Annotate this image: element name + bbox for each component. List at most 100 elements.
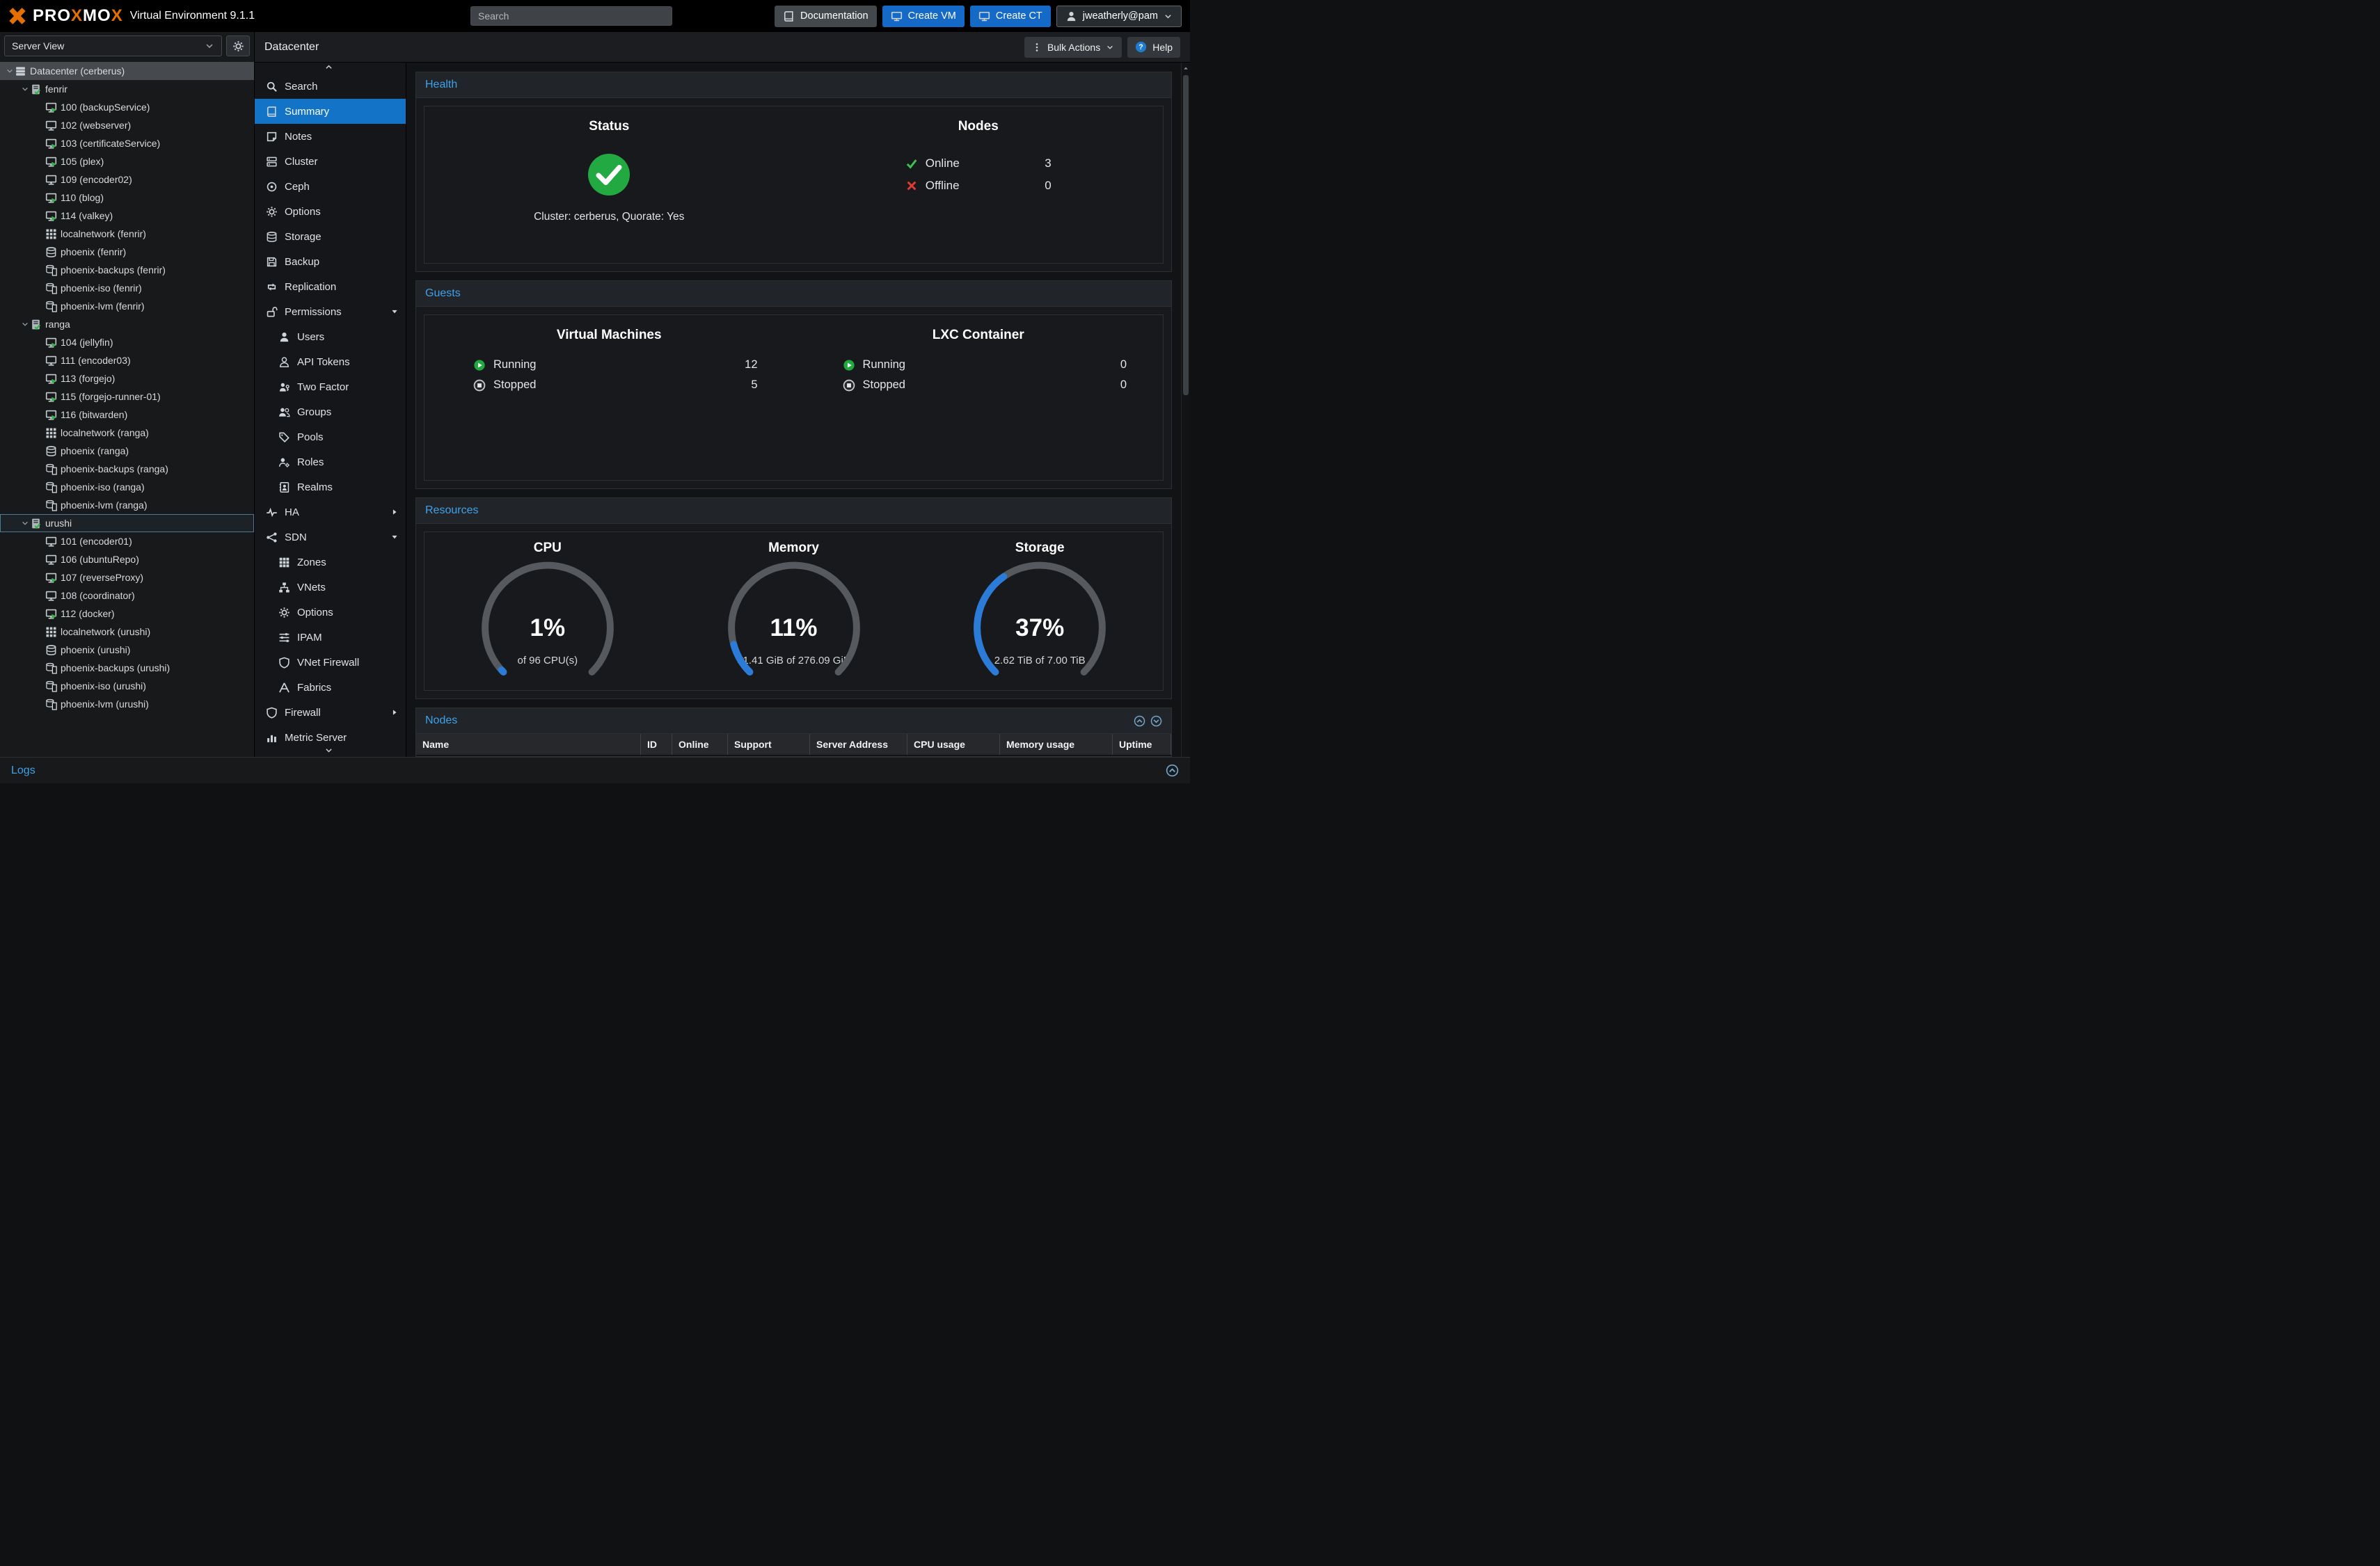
menu-item-firewall[interactable]: Firewall [255,700,406,725]
tree-item-label: phoenix-iso (urushi) [61,680,146,692]
tree-expand-caret-icon[interactable] [19,85,30,93]
view-selector-dropdown[interactable]: Server View [4,35,222,56]
tree-item-106-ubunturepo[interactable]: 106 (ubuntuRepo) [0,550,254,568]
menu-item-roles[interactable]: Roles [255,449,406,474]
menu-item-ceph[interactable]: Ceph [255,174,406,199]
circle-chevron-up-icon[interactable] [1166,764,1179,777]
menu-item-options[interactable]: Options [255,600,406,625]
create-vm-button[interactable]: Create VM [882,5,965,27]
tree-item-111-encoder03[interactable]: 111 (encoder03) [0,351,254,369]
tree-item-100-backupservice[interactable]: 100 (backupService) [0,98,254,116]
tree-item-phoenix-urushi[interactable]: phoenix (urushi) [0,641,254,659]
user-menu-button[interactable]: jweatherly@pam [1056,5,1182,27]
menu-item-vnets[interactable]: VNets [255,575,406,600]
tree-item-113-forgejo[interactable]: 113 (forgejo) [0,369,254,387]
tree-item-112-docker[interactable]: 112 (docker) [0,605,254,623]
tree-item-localnetwork-ranga[interactable]: localnetwork (ranga) [0,424,254,442]
tree-item-localnetwork-urushi[interactable]: localnetwork (urushi) [0,623,254,641]
tree-item-107-reverseproxy[interactable]: 107 (reverseProxy) [0,568,254,586]
menu-item-search[interactable]: Search [255,74,406,99]
logs-panel-header[interactable]: Logs [0,757,1190,783]
tree-item-phoenix-lvm-urushi[interactable]: phoenix-lvm (urushi) [0,695,254,713]
column-header-online[interactable]: Online [672,734,728,755]
create-ct-button[interactable]: Create CT [969,5,1051,27]
menu-item-realms[interactable]: Realms [255,474,406,500]
menu-item-storage[interactable]: Storage [255,224,406,249]
content-scrollbar[interactable] [1181,63,1190,757]
tree-item-109-encoder02[interactable]: 109 (encoder02) [0,170,254,189]
tree-item-phoenix-backups-urushi[interactable]: phoenix-backups (urushi) [0,659,254,677]
tree-expand-caret-icon[interactable] [19,519,30,527]
bulk-actions-button[interactable]: Bulk Actions [1024,36,1122,58]
tree-item-102-webserver[interactable]: 102 (webserver) [0,116,254,134]
menu-item-cluster[interactable]: Cluster [255,149,406,174]
menu-item-permissions[interactable]: Permissions [255,299,406,324]
tree-item-110-blog[interactable]: 110 (blog) [0,189,254,207]
column-header-uptime[interactable]: Uptime [1113,734,1171,755]
scrollbar-up-arrow-icon[interactable] [1182,64,1190,72]
tree-item-103-certificateservice[interactable]: 103 (certificateService) [0,134,254,152]
nodes-panel-header: Nodes [416,708,1171,734]
tree-item-phoenix-iso-ranga[interactable]: phoenix-iso (ranga) [0,478,254,496]
tree-item-108-coordinator[interactable]: 108 (coordinator) [0,586,254,605]
menu-item-summary[interactable]: Summary [255,99,406,124]
menu-scroll-up-indicator[interactable] [255,63,406,74]
column-header-memory-usage[interactable]: Memory usage [1000,734,1113,755]
tree-item-phoenix-fenrir[interactable]: phoenix (fenrir) [0,243,254,261]
tree-item-phoenix-backups-ranga[interactable]: phoenix-backups (ranga) [0,460,254,478]
column-header-support[interactable]: Support [728,734,810,755]
tree-item-fenrir[interactable]: fenrir [0,80,254,98]
tree-item-115-forgejo-runner-01[interactable]: 115 (forgejo-runner-01) [0,387,254,406]
menu-item-pools[interactable]: Pools [255,424,406,449]
menu-item-users[interactable]: Users [255,324,406,349]
menu-item-notes[interactable]: Notes [255,124,406,149]
tree-item-101-encoder01[interactable]: 101 (encoder01) [0,532,254,550]
tree-item-datacenter-cerberus[interactable]: Datacenter (cerberus) [0,62,254,80]
tree-item-105-plex[interactable]: 105 (plex) [0,152,254,170]
menu-item-backup[interactable]: Backup [255,249,406,274]
circle-chevron-down-icon[interactable] [1150,715,1162,727]
help-button[interactable]: ? Help [1127,36,1180,58]
tree-item-104-jellyfin[interactable]: 104 (jellyfin) [0,333,254,351]
sidebar-settings-button[interactable] [226,35,250,56]
tree-item-phoenix-iso-urushi[interactable]: phoenix-iso (urushi) [0,677,254,695]
menu-item-metric-server[interactable]: Metric Server [255,725,406,750]
menu-item-groups[interactable]: Groups [255,399,406,424]
menu-item-label: Realms [297,481,333,493]
menu-item-sdn[interactable]: SDN [255,525,406,550]
menu-item-vnet-firewall[interactable]: VNet Firewall [255,650,406,675]
tree-item-phoenix-lvm-fenrir[interactable]: phoenix-lvm (fenrir) [0,297,254,315]
tree-item-phoenix-backups-fenrir[interactable]: phoenix-backups (fenrir) [0,261,254,279]
menu-item-api-tokens[interactable]: API Tokens [255,349,406,374]
menu-item-options[interactable]: Options [255,199,406,224]
tree-item-phoenix-ranga[interactable]: phoenix (ranga) [0,442,254,460]
tree-item-phoenix-lvm-ranga[interactable]: phoenix-lvm (ranga) [0,496,254,514]
tree-item-114-valkey[interactable]: 114 (valkey) [0,207,254,225]
tree-caret-spacer [35,175,45,184]
column-header-id[interactable]: ID [641,734,672,755]
menu-item-replication[interactable]: Replication [255,274,406,299]
tree-item-116-bitwarden[interactable]: 116 (bitwarden) [0,406,254,424]
global-search-input[interactable] [470,6,672,26]
column-header-cpu-usage[interactable]: CPU usage [907,734,1000,755]
node-icon [30,518,42,529]
tree-item-localnetwork-fenrir[interactable]: localnetwork (fenrir) [0,225,254,243]
menu-scroll-down-indicator[interactable] [255,746,406,757]
column-header-name[interactable]: Name [416,734,641,755]
tree-expand-caret-icon[interactable] [19,320,30,328]
tree-item-phoenix-iso-fenrir[interactable]: phoenix-iso (fenrir) [0,279,254,297]
menu-item-zones[interactable]: Zones [255,550,406,575]
column-header-server-address[interactable]: Server Address [810,734,907,755]
menu-item-fabrics[interactable]: Fabrics [255,675,406,700]
menu-item-label: HA [285,506,299,518]
tree-item-urushi[interactable]: urushi [0,514,254,532]
tree-item-ranga[interactable]: ranga [0,315,254,333]
triangle-right-icon [390,708,399,717]
tree-expand-caret-icon[interactable] [4,67,15,75]
documentation-button[interactable]: Documentation [775,5,877,27]
menu-item-ipam[interactable]: IPAM [255,625,406,650]
circle-chevron-up-icon[interactable] [1134,715,1145,727]
menu-item-ha[interactable]: HA [255,500,406,525]
menu-item-two-factor[interactable]: Two Factor [255,374,406,399]
scrollbar-thumb[interactable] [1183,75,1189,395]
